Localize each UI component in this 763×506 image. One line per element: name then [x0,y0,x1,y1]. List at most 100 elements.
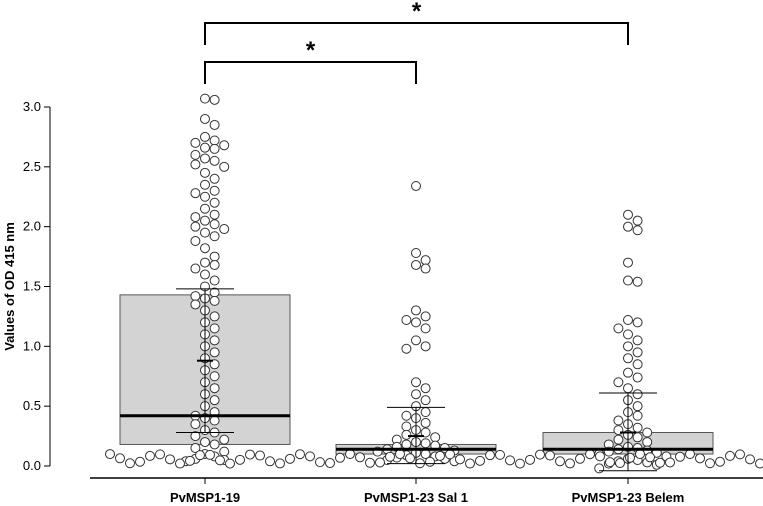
data-point [200,191,210,202]
data-point [285,453,295,464]
significance-bracket [204,61,417,84]
data-point [265,456,275,467]
data-point [365,457,375,468]
data-point [635,449,645,460]
data-point [535,449,545,460]
data-point [420,311,431,322]
data-point [632,347,643,358]
data-point [665,457,675,468]
x-tick-label: PvMSP1-19 [170,490,240,505]
data-point [219,434,230,445]
data-point [411,317,421,328]
axes-layer: 0.0 0.5 1.0 1.5 2.0 2.5 3.0 Values of OD 415 nm… [2,99,763,505]
data-point [613,434,624,445]
data-point [209,275,220,286]
data-point [355,452,365,463]
data-point [209,173,220,184]
data-point [625,452,635,463]
data-point [209,259,220,270]
data-point [209,359,220,370]
data-point [725,450,735,461]
data-point [411,377,421,388]
data-point [420,407,431,418]
data-point [215,455,225,466]
data-point [755,458,763,469]
data-point [715,456,725,467]
significance-star: * [306,37,316,64]
data-point [209,219,220,230]
data-point [411,389,421,400]
data-point [623,257,633,268]
data-point [125,458,135,469]
data-point [209,371,220,382]
data-point [200,269,210,280]
y-tick-label: 1.0 [23,338,41,353]
data-point [200,203,210,214]
data-point [190,149,201,160]
data-point [632,225,643,236]
data-point [401,410,412,421]
data-point [445,449,455,460]
data-point [200,179,210,190]
data-point [165,454,175,465]
data-point [420,438,431,449]
data-point [305,451,315,462]
data-point [642,427,653,438]
data-point [632,215,643,226]
data-point [465,458,475,469]
significance-star: * [412,0,422,25]
data-point [190,137,201,148]
data-point [505,455,515,466]
data-point [200,142,210,153]
data-point [115,453,125,464]
data-point [219,140,230,151]
data-point [555,456,565,467]
y-tick-label: 3.0 [23,99,41,114]
data-point [235,454,245,465]
y-tick-label: 2.5 [23,159,41,174]
data-point [420,383,431,394]
data-point [411,259,421,270]
data-point [200,227,210,238]
data-point [420,395,431,406]
data-point [190,431,201,442]
data-point [145,450,155,461]
data-point [435,450,445,461]
data-point [401,429,412,440]
data-point [475,455,485,466]
data-point [275,458,285,469]
data-point [155,449,165,460]
data-point [190,443,201,454]
data-point [411,305,421,316]
data-point [515,458,525,469]
data-point [525,454,535,465]
data-point [190,263,201,274]
data-point [209,323,220,334]
data-point [209,311,220,322]
y-axis-title: Values of OD 415 nm [2,222,17,351]
data-point [190,291,201,302]
y-tick-label: 1.5 [23,279,41,294]
sd-layer [120,288,713,472]
y-tick-label: 2.0 [23,219,41,234]
data-point [200,167,210,178]
data-point [495,449,505,460]
data-point [190,159,201,170]
data-point [209,119,220,130]
data-point [200,131,210,142]
data-point [605,457,615,468]
data-point [632,335,643,346]
data-point [401,421,412,432]
data-point [420,417,431,428]
data-point [430,432,441,443]
data-point [200,243,210,254]
data-point [705,458,715,469]
data-point [565,458,575,469]
data-point [135,456,145,467]
data-point [325,458,335,469]
data-point [632,317,643,328]
data-point [401,315,412,326]
data-point [675,451,685,462]
data-point [209,415,220,426]
